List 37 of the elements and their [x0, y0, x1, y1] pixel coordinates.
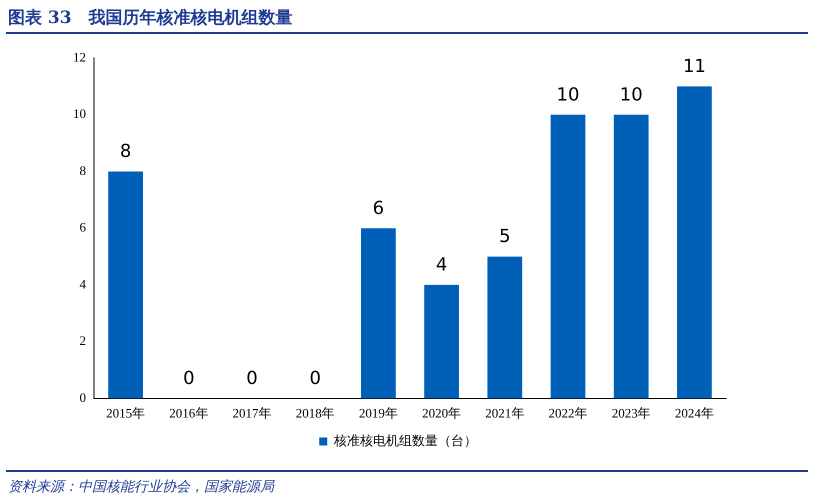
bar: [361, 228, 396, 398]
data-label: 11: [682, 56, 706, 78]
chart-title: 图表 33 我国历年核准核电机组数量: [8, 7, 293, 29]
data-label: 0: [309, 368, 321, 390]
data-label: 8: [120, 141, 132, 162]
data-label: 4: [436, 254, 448, 276]
y-tick-label: 10: [73, 106, 86, 122]
y-tick-label: 8: [80, 162, 86, 178]
x-tick-label: 2023年: [612, 406, 651, 421]
x-tick-label: 2019年: [358, 406, 398, 421]
data-label: 10: [620, 84, 643, 106]
bar: [677, 86, 712, 398]
text: 资料来源：中国核能行业协会，国家能源局: [8, 478, 274, 496]
x-tick-label: 2022年: [548, 406, 588, 421]
data-label: 0: [183, 368, 195, 390]
x-tick-label: 2016年: [169, 406, 208, 421]
data-label: 10: [556, 84, 580, 106]
bar: [614, 114, 649, 398]
y-tick-label: 0: [80, 390, 86, 405]
data-label: 6: [372, 198, 384, 219]
x-tick-label: 2017年: [232, 406, 272, 421]
y-tick-label: 6: [80, 220, 86, 235]
y-tick-label: 4: [80, 276, 86, 292]
x-tick-label: 2015年: [106, 406, 146, 421]
bar: [550, 114, 586, 398]
bar: [424, 284, 459, 398]
x-tick-label: 2021年: [485, 406, 524, 421]
y-tick-label: 2: [80, 333, 86, 348]
x-tick-label: 2020年: [422, 406, 462, 421]
x-tick-label: 2018年: [296, 406, 335, 421]
bar: [108, 171, 143, 398]
data-label: 5: [499, 226, 511, 248]
x-tick-label: 2024年: [674, 406, 714, 421]
y-tick-label: 12: [73, 49, 86, 64]
legend-label: 核准核电机组数量（台）: [332, 434, 477, 449]
data-label: 0: [246, 368, 258, 390]
bar: [487, 256, 522, 398]
